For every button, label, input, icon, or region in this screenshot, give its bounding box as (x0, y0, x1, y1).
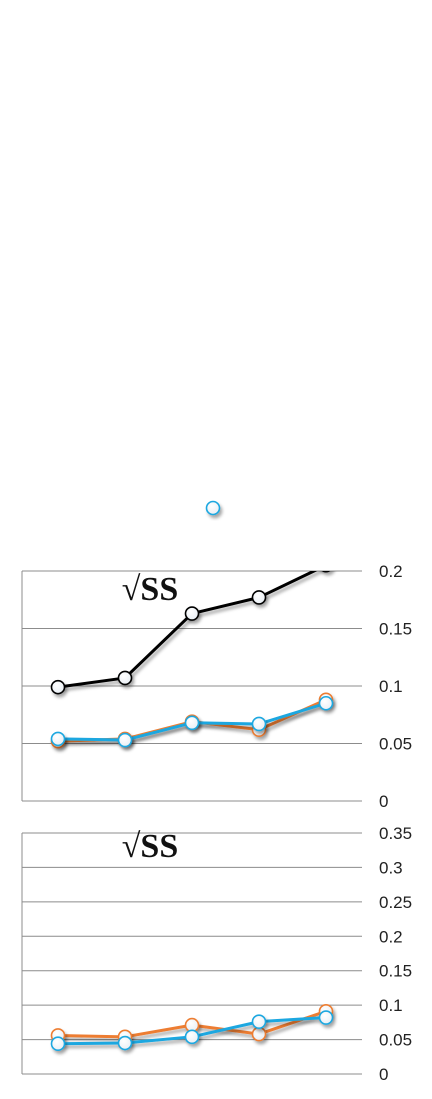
y-tick-label: 0 (379, 1065, 388, 1084)
chart-top: 0.2 0.15 0.1 0.05 0 √SS (21, 562, 412, 811)
series-0 (50, 571, 331, 695)
data-point (184, 1029, 200, 1045)
data-point (50, 679, 66, 695)
data-point (321, 571, 331, 573)
chart-bottom: 0.35 0.3 0.25 0.2 0.15 0.1 0.05 0 √SS (21, 824, 412, 1084)
chart-annotation: √SS (122, 828, 178, 865)
data-point (117, 670, 133, 686)
y-tick-label: 0.3 (379, 858, 403, 877)
series-2 (50, 695, 334, 748)
y-tick-label: 0.15 (379, 962, 412, 981)
legend-marker (205, 500, 221, 516)
data-point (117, 1035, 133, 1051)
y-tick-label: 0.15 (379, 620, 412, 639)
data-point (184, 606, 200, 621)
data-point (251, 716, 267, 732)
y-tick-label: 0.1 (379, 677, 403, 696)
y-tick-label: 0.1 (379, 996, 403, 1015)
data-point (251, 1014, 267, 1029)
data-point (318, 1010, 334, 1025)
series-1 (50, 1010, 334, 1052)
data-point (251, 1026, 267, 1042)
chart-annotation: √SS (122, 571, 178, 608)
data-point (50, 731, 66, 747)
y-tick-label: 0 (379, 792, 388, 811)
y-tick-label: 0.05 (379, 1031, 412, 1050)
y-tick-label: 0.2 (379, 927, 403, 946)
data-point (50, 1036, 66, 1052)
data-point (318, 695, 334, 711)
data-point (184, 715, 200, 731)
y-tick-label: 0.35 (379, 824, 412, 843)
data-point (117, 732, 133, 748)
legend (205, 500, 221, 516)
y-tick-label: 0.05 (379, 735, 412, 754)
y-tick-label: 0.25 (379, 893, 412, 912)
series-line (57, 571, 318, 689)
data-point (251, 590, 267, 605)
y-tick-label: 0.2 (379, 562, 403, 581)
